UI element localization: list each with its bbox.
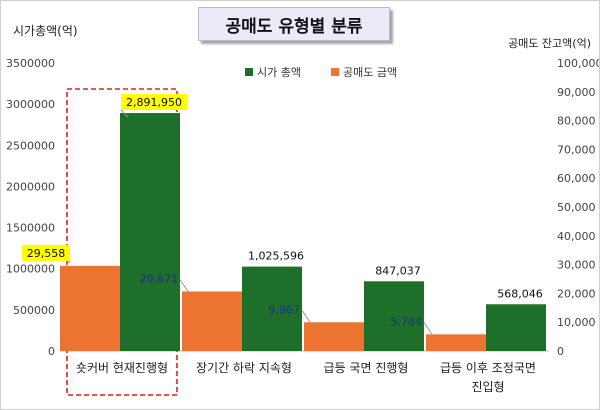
data-label-leader bbox=[301, 310, 311, 323]
legend-label-market-cap: 시가 총액 bbox=[257, 66, 301, 79]
left-tick-label: 500000 bbox=[13, 304, 55, 317]
right-tick-label: 10,000 bbox=[557, 316, 596, 329]
data-label-market-cap: 2,891,950 bbox=[126, 96, 182, 109]
data-label-market-cap: 1,025,596 bbox=[248, 250, 304, 263]
left-tick-label: 1500000 bbox=[6, 222, 55, 235]
data-label-leader bbox=[179, 279, 189, 292]
left-tick-label: 3500000 bbox=[6, 57, 55, 70]
data-label-short-selling: 20,671 bbox=[140, 272, 179, 285]
right-tick-label: 80,000 bbox=[557, 115, 596, 128]
left-tick-label: 2500000 bbox=[6, 139, 55, 152]
right-tick-label: 30,000 bbox=[557, 259, 596, 272]
left-tick-label: 1000000 bbox=[6, 263, 55, 276]
legend-swatch-market-cap bbox=[245, 68, 253, 76]
right-tick-label: 60,000 bbox=[557, 172, 596, 185]
left-axis-title: 시가총액(억) bbox=[13, 24, 78, 38]
data-label-short-selling: 5,784 bbox=[391, 315, 423, 328]
legend-swatch-short-selling bbox=[331, 68, 339, 76]
category-label: 장기간 하락 지속형 bbox=[196, 361, 292, 375]
category-label: 진입형 bbox=[471, 380, 504, 394]
bar-market-cap bbox=[486, 304, 546, 351]
data-label-bg bbox=[121, 94, 187, 111]
right-tick-label: 100,000 bbox=[557, 57, 599, 70]
right-tick-label: 0 bbox=[557, 345, 564, 358]
legend-label-short-selling: 공매도 금액 bbox=[343, 66, 397, 79]
data-label-short-selling: 9,967 bbox=[269, 303, 301, 316]
right-tick-label: 70,000 bbox=[557, 143, 596, 156]
chart-title: 공매도 유형별 분류 bbox=[198, 7, 390, 41]
right-axis-title: 공매도 잔고액(억) bbox=[508, 37, 591, 50]
right-tick-label: 50,000 bbox=[557, 201, 596, 214]
right-tick-label: 20,000 bbox=[557, 287, 596, 300]
bar-market-cap bbox=[242, 266, 302, 351]
data-label-leader bbox=[65, 260, 71, 267]
category-label: 급등 국면 진행형 bbox=[324, 360, 409, 375]
bar-short-selling bbox=[60, 265, 120, 351]
data-label-market-cap: 568,046 bbox=[497, 287, 543, 300]
category-label: 급등 이후 조정국면 bbox=[440, 361, 536, 375]
right-tick-label: 40,000 bbox=[557, 230, 596, 243]
data-label-leader bbox=[423, 322, 433, 335]
category-label: 숏커버 현재진행형 bbox=[76, 360, 168, 375]
bar-market-cap bbox=[364, 281, 424, 351]
bar-market-cap bbox=[120, 113, 180, 351]
data-label-leader bbox=[120, 109, 129, 118]
right-tick-label: 90,000 bbox=[557, 86, 596, 99]
bar-short-selling bbox=[182, 291, 242, 351]
data-label-market-cap: 847,037 bbox=[375, 264, 421, 277]
data-label-bg bbox=[22, 244, 70, 261]
bar-short-selling bbox=[304, 322, 364, 351]
left-tick-label: 3000000 bbox=[6, 98, 55, 111]
data-label-short-selling: 29,558 bbox=[27, 247, 66, 260]
left-tick-label: 2000000 bbox=[6, 180, 55, 193]
left-tick-label: 0 bbox=[48, 345, 55, 358]
bar-short-selling bbox=[426, 334, 486, 351]
